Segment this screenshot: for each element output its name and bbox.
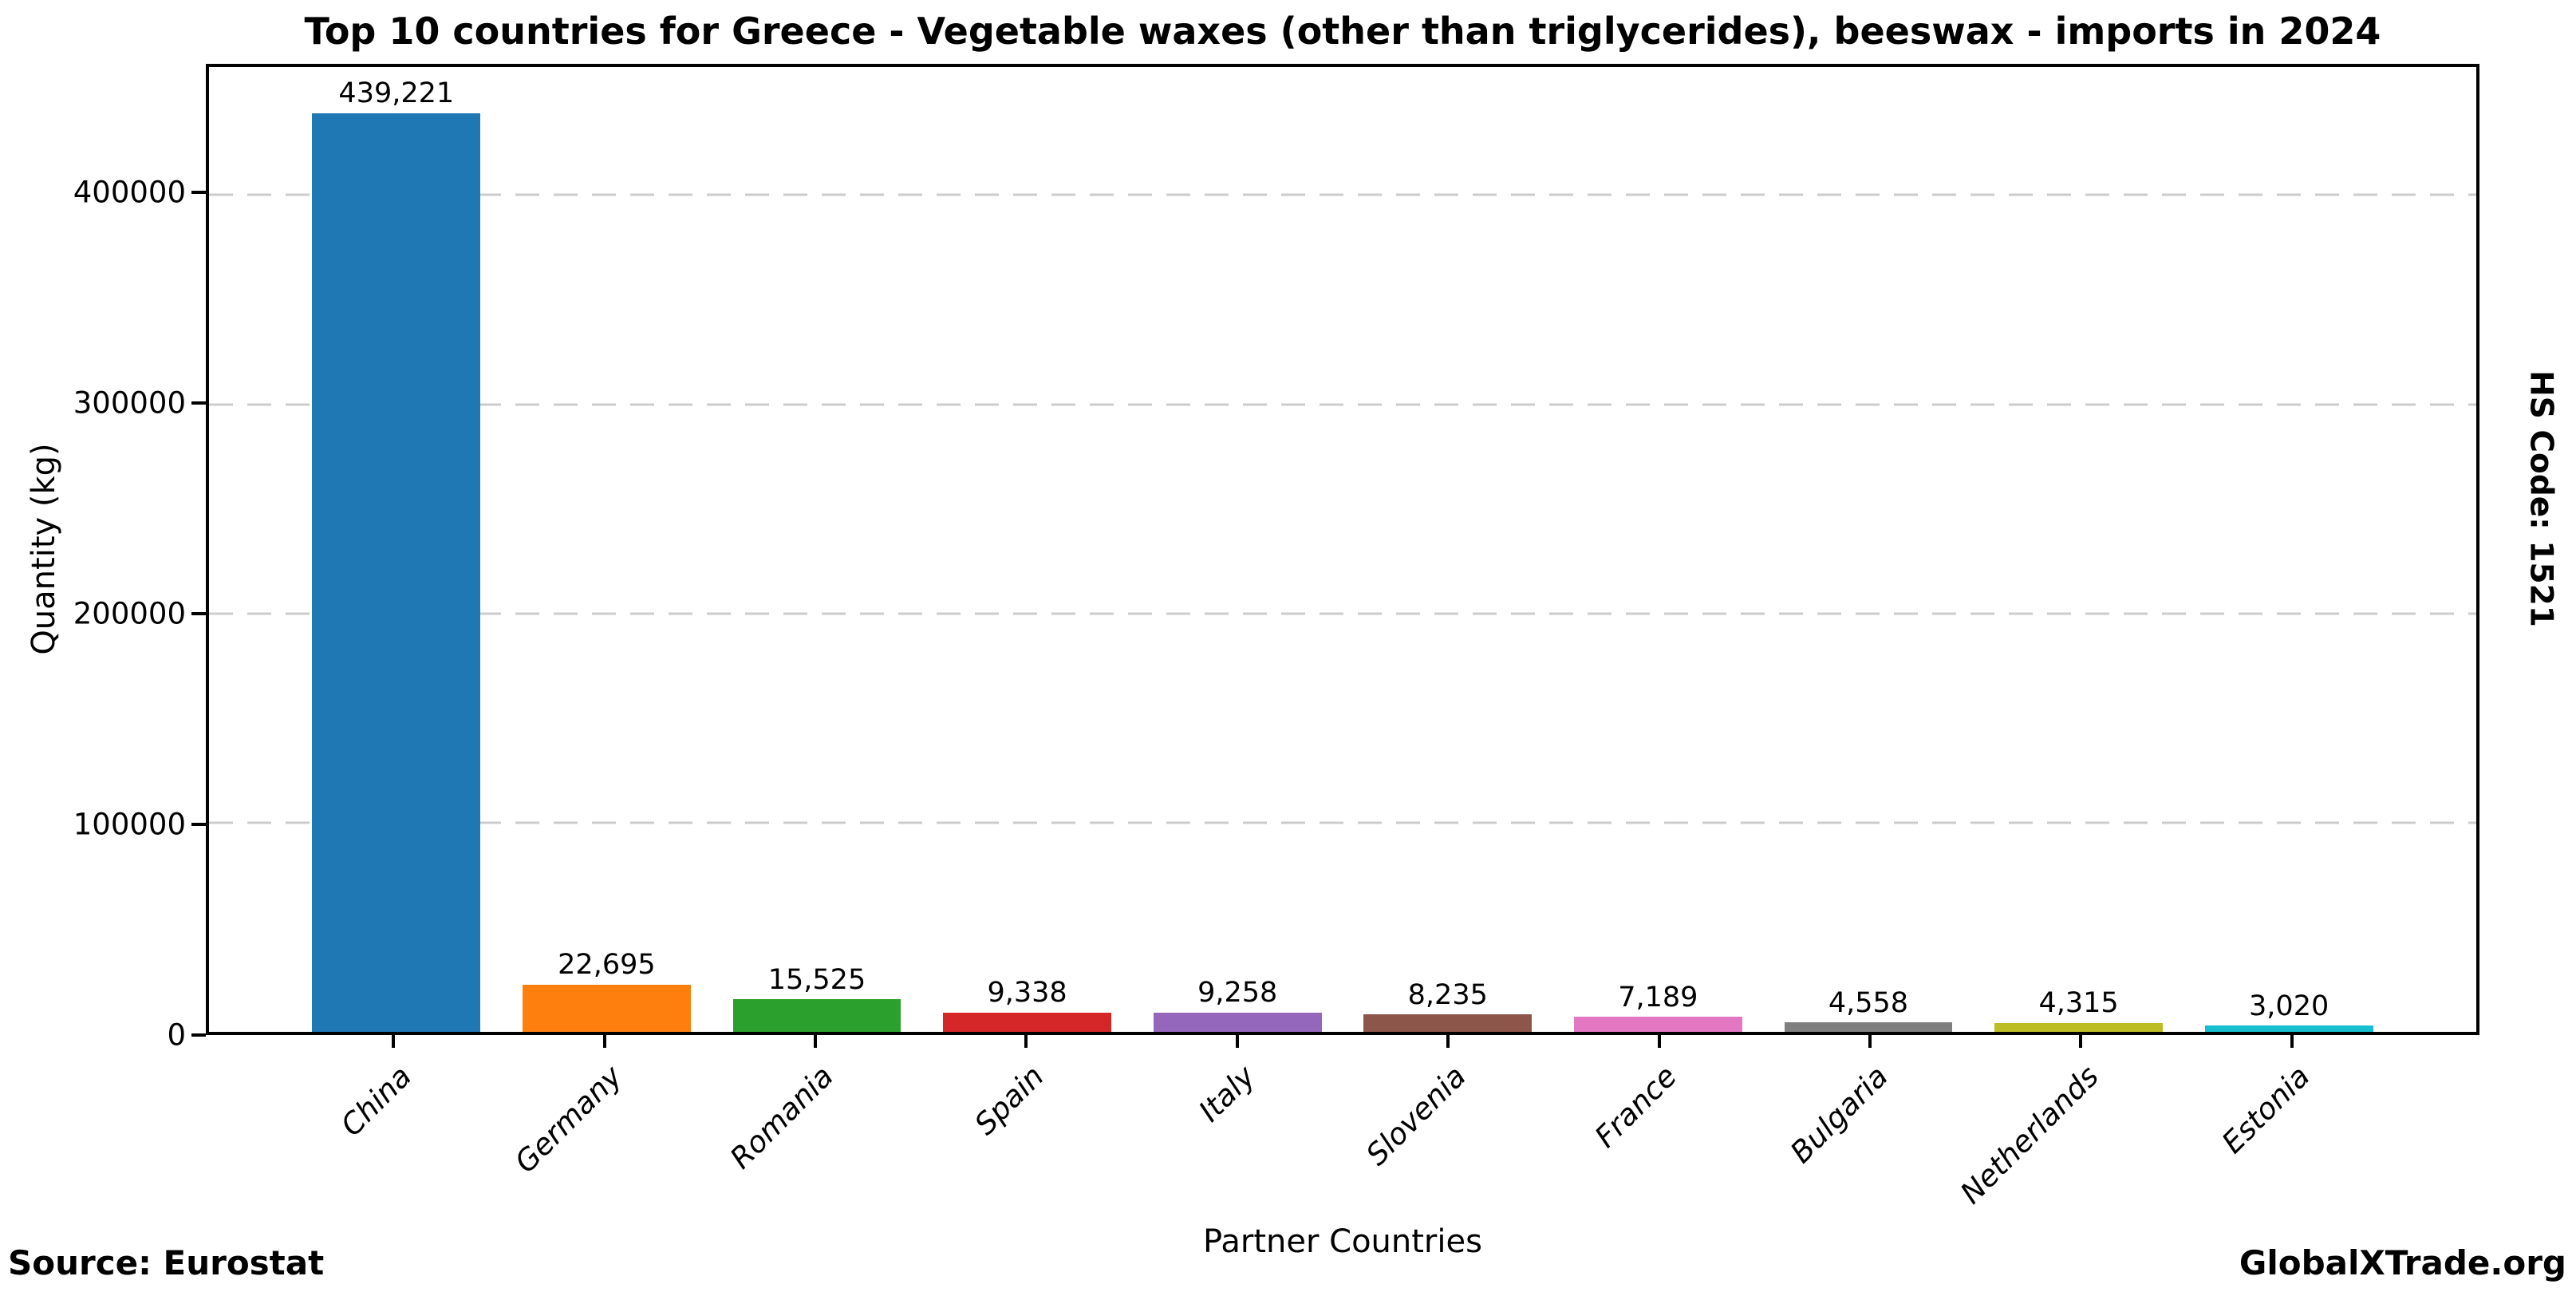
x-tick-label-netherlands: Netherlands (1953, 1059, 2105, 1211)
source-label: Source: Eurostat (8, 1243, 325, 1282)
bar-slot: 22,695 (502, 67, 712, 1032)
x-tick-label-slovenia: Slovenia (1359, 1059, 1473, 1172)
y-tick-label: 300000 (73, 385, 186, 421)
bar-slot: 4,315 (1974, 67, 2184, 1032)
bar-slot: 7,189 (1553, 67, 1764, 1032)
bars-layer: 439,221 22,695 15,525 9,338 9,258 8,235 7,189 4… (209, 67, 2476, 1032)
x-tick-label-italy: Italy (1192, 1059, 1262, 1129)
bar-value-label: 7,189 (1618, 981, 1698, 1013)
y-tick-mark (191, 823, 206, 827)
bar-slot: 9,258 (1132, 67, 1343, 1032)
brand-label: GlobalXTrade.org (2239, 1243, 2566, 1282)
x-tick-mark (1024, 1035, 1028, 1048)
x-tick-label-china: China (333, 1059, 418, 1144)
y-tick-label: 0 (167, 1017, 186, 1053)
x-tick-mark (602, 1035, 606, 1048)
bar-value-label: 9,338 (987, 977, 1067, 1010)
x-tick-mark (2079, 1035, 2083, 1048)
chart-title: Top 10 countries for Greece - Vegetable … (304, 10, 2381, 53)
bar-slot: 9,338 (922, 67, 1133, 1032)
bar-value-label: 4,558 (1828, 986, 1909, 1019)
bar-bulgaria (1784, 1022, 1953, 1032)
x-tick-label-estonia: Estonia (2215, 1059, 2317, 1160)
bar-netherlands (1994, 1022, 2163, 1032)
bar-value-label: 9,258 (1197, 977, 1278, 1010)
gridline (209, 403, 2476, 406)
x-tick-label-spain: Spain (968, 1059, 1051, 1142)
x-tick-label-bulgaria: Bulgaria (1783, 1059, 1895, 1170)
y-tick-label: 400000 (73, 175, 186, 210)
x-tick-label-germany: Germany (507, 1059, 629, 1180)
plot-area: 439,221 22,695 15,525 9,338 9,258 8,235 7,189 4… (206, 64, 2479, 1035)
x-tick-mark (1235, 1035, 1239, 1048)
y-axis-ticks: 0 100000 200000 300000 400000 (0, 64, 186, 1053)
bar-value-label: 4,315 (2038, 987, 2119, 1020)
bar-value-label: 22,695 (558, 949, 656, 982)
y-tick-mark (191, 401, 206, 405)
y-tick-mark (191, 612, 206, 616)
bar-value-label: 15,525 (767, 963, 866, 996)
gridline (209, 193, 2476, 196)
y-tick-label: 200000 (73, 596, 186, 631)
bar-romania (732, 999, 901, 1032)
y-tick-mark (191, 191, 206, 195)
bar-spain (943, 1012, 1112, 1032)
y-tick-mark (191, 1033, 206, 1037)
bar-slot: 3,020 (2183, 67, 2394, 1032)
bar-germany (522, 984, 691, 1032)
bar-slot: 4,558 (1763, 67, 1974, 1032)
bar-slot: 439,221 (291, 67, 502, 1032)
bar-slot: 15,525 (712, 67, 922, 1032)
y-tick-label: 100000 (73, 807, 186, 842)
bar-slovenia (1363, 1014, 1533, 1032)
bar-italy (1153, 1012, 1322, 1032)
gridline (209, 612, 2476, 615)
y-tick-marks-layer (0, 64, 206, 1037)
gridline (209, 821, 2476, 824)
bar-china (312, 113, 481, 1032)
bar-value-label: 439,221 (338, 77, 455, 110)
x-axis-title: Partner Countries (1203, 1223, 1482, 1260)
x-tick-mark (1446, 1035, 1450, 1048)
x-tick-mark (1657, 1035, 1661, 1048)
bar-value-label: 8,235 (1407, 978, 1488, 1011)
x-tick-label-france: France (1588, 1059, 1684, 1155)
bar-estonia (2204, 1025, 2373, 1032)
x-tick-mark (1868, 1035, 1872, 1048)
x-tick-mark (392, 1035, 396, 1048)
bar-france (1573, 1017, 1742, 1032)
x-tick-mark (2290, 1035, 2294, 1048)
bar-slot: 8,235 (1343, 67, 1553, 1032)
bar-value-label: 3,020 (2249, 990, 2329, 1022)
x-tick-label-romania: Romania (723, 1059, 840, 1175)
x-tick-mark (814, 1035, 818, 1048)
